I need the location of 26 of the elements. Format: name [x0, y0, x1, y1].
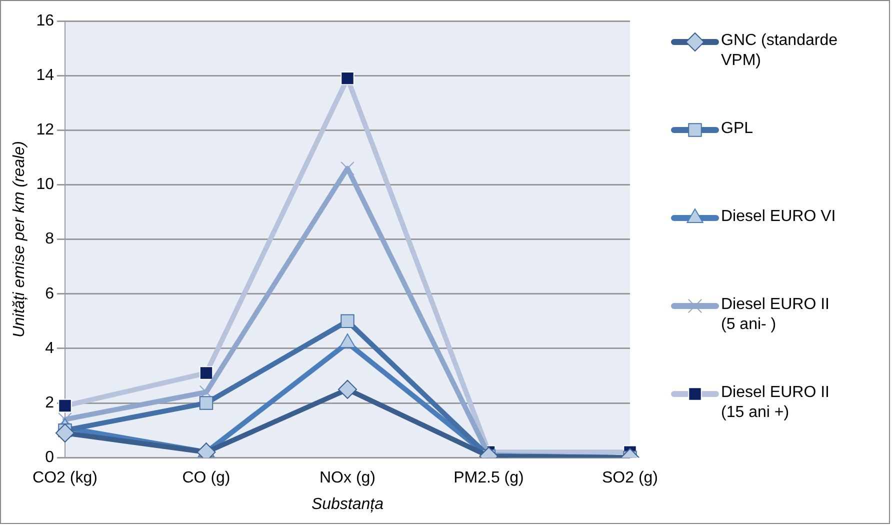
- legend-label: GNC (standarde VPM): [720, 31, 838, 71]
- point: [340, 314, 354, 328]
- y-tick-label: 14: [36, 66, 54, 84]
- y-tick-label: 16: [36, 12, 54, 30]
- x-tick-label: CO (g): [182, 470, 230, 487]
- x-axis-title: Substanța: [311, 496, 384, 513]
- x-tick-label: CO2 (kg): [32, 470, 98, 487]
- y-axis-title: Unități emise per km (reale): [11, 141, 28, 338]
- y-tick-label: 0: [45, 449, 54, 466]
- point: [199, 396, 214, 410]
- y-tick-label: 12: [36, 122, 54, 139]
- y-tick-label: 2: [45, 394, 54, 412]
- x-tick-label: PM2.5 (g): [454, 470, 524, 487]
- y-tick-label: 4: [45, 340, 54, 357]
- y-tick-label: 10: [36, 176, 54, 194]
- y-tick-label: 6: [45, 285, 54, 302]
- legend-label: GPL: [720, 119, 754, 139]
- x-tick-label: NOx (g): [319, 470, 376, 487]
- y-tick-label: 8: [45, 230, 54, 248]
- point: [55, 424, 74, 443]
- legend-label: Diesel EURO II (15 ani +): [720, 383, 830, 423]
- x-tick-label: SO2 (g): [602, 470, 658, 487]
- point: [338, 380, 357, 399]
- legend-label: Diesel EURO II (5 ani- ): [720, 295, 830, 335]
- point: [340, 161, 354, 176]
- legend-label: Diesel EURO VI: [720, 207, 836, 227]
